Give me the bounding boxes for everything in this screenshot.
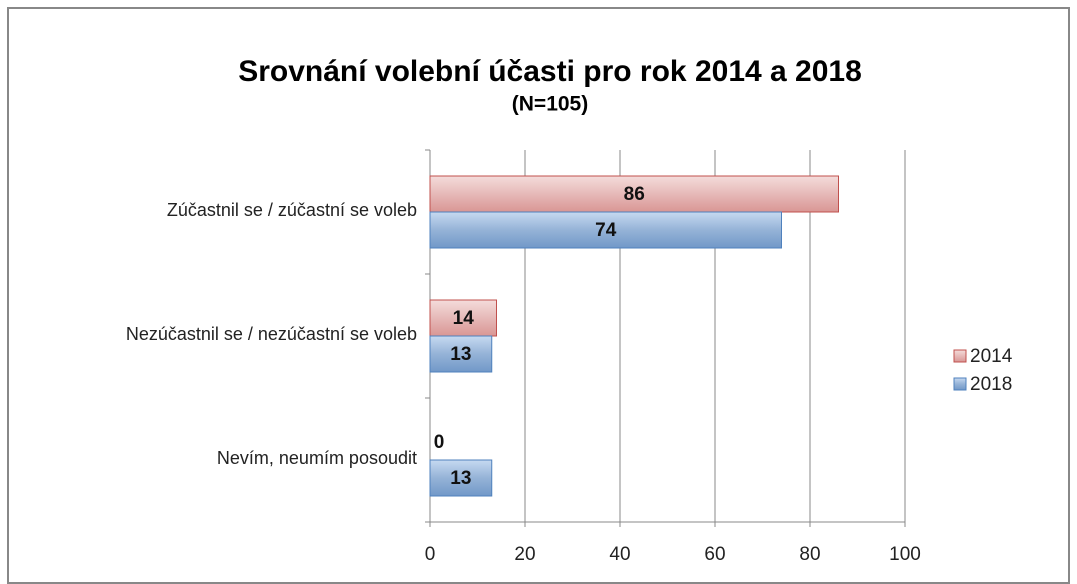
legend-label: 2018 (970, 374, 1012, 395)
y-tick-label: Nevím, neumím posoudit (216, 448, 417, 468)
x-tick-label: 20 (514, 544, 535, 565)
category-label-box: Nezúčastnil se / nezúčastní se voleb (17, 294, 417, 374)
value-label: 86 (624, 184, 645, 205)
value-label: 14 (453, 308, 475, 329)
value-label: 13 (450, 468, 471, 489)
category-label-box: Zúčastnil se / zúčastní se voleb (17, 170, 417, 250)
chart-title: Srovnání volební účasti pro rok 2014 a 2… (238, 55, 862, 88)
category-label-box: Nevím, neumím posoudit (17, 418, 417, 498)
legend-label: 2014 (970, 346, 1013, 367)
chart-border (7, 7, 1070, 584)
bar (429, 211, 782, 249)
bar (429, 175, 839, 213)
value-label: 0 (434, 432, 445, 453)
x-tick-label: 0 (425, 544, 436, 565)
legend-swatch (953, 349, 967, 363)
x-tick-label: 40 (609, 544, 630, 565)
value-label: 74 (595, 220, 617, 241)
y-tick-label: Nezúčastnil se / nezúčastní se voleb (125, 324, 417, 344)
x-tick-label: 80 (799, 544, 820, 565)
bar (429, 299, 497, 337)
value-label: 13 (450, 344, 471, 365)
y-tick-label: Zúčastnil se / zúčastní se voleb (166, 200, 417, 220)
chart-subtitle: (N=105) (512, 93, 588, 116)
bar (429, 459, 493, 497)
x-tick-label: 60 (704, 544, 725, 565)
legend-swatch (953, 377, 967, 391)
x-tick-label: 100 (889, 544, 921, 565)
bar (429, 335, 493, 373)
